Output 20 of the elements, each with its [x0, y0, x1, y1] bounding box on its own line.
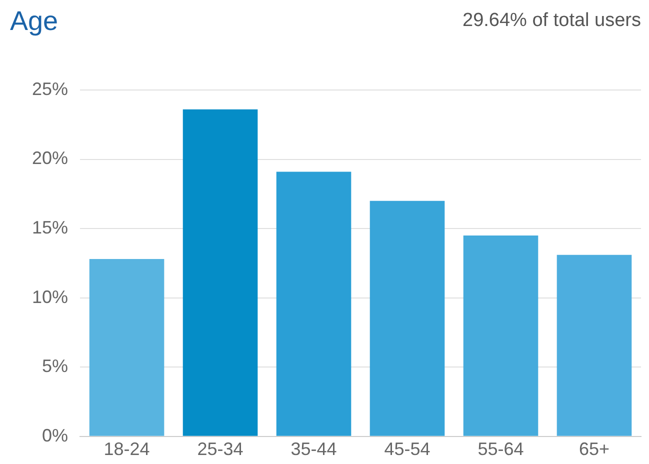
- chart-title: Age: [10, 6, 58, 37]
- y-tick-label: 15%: [32, 218, 68, 238]
- x-tick-label: 25-34: [197, 439, 244, 460]
- chart-subtitle: 29.64% of total users: [462, 10, 641, 32]
- x-tick-label: 55-64: [478, 439, 524, 460]
- bar: [556, 254, 632, 436]
- x-tick-label: 35-44: [290, 439, 337, 460]
- x-tick-label: 65+: [578, 439, 610, 460]
- bar: [182, 109, 258, 436]
- bar: [463, 235, 538, 436]
- bar: [276, 172, 352, 436]
- bar: [370, 200, 445, 436]
- y-tick-label: 20%: [32, 148, 68, 168]
- x-tick-label: 45-54: [384, 439, 430, 460]
- y-tick-label: 25%: [32, 78, 68, 99]
- y-tick-label: 10%: [32, 286, 68, 307]
- x-tick-label: 18-24: [104, 439, 150, 460]
- y-tick-label: 0%: [42, 425, 68, 446]
- y-tick-label: 5%: [42, 356, 68, 376]
- bar: [89, 259, 164, 436]
